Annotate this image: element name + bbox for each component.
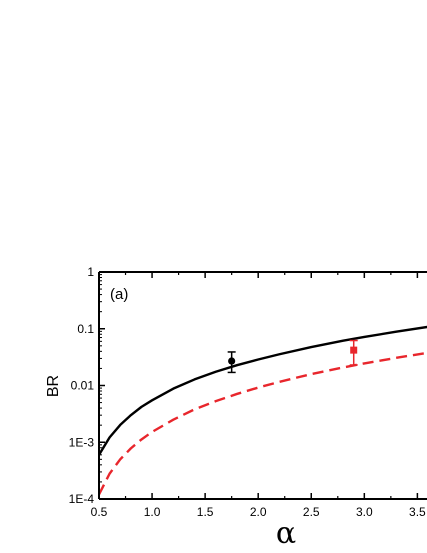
x-axis-label: α — [276, 516, 296, 551]
series-solid-line — [99, 325, 427, 456]
data-point-square — [350, 346, 358, 354]
series-dashed-line — [99, 351, 427, 496]
x-tick-label: 2.0 — [250, 505, 267, 519]
y-tick-label: 1E-3 — [69, 435, 95, 449]
axis-ticks-layer: 0.5 1.0 1.5 2.0 2.5 3.0 3.5 1E-4 1E-3 0.01 0.1 1 — [69, 265, 426, 519]
y-tick-label: 1E-4 — [69, 492, 95, 506]
x-tick-label: 1.5 — [197, 505, 214, 519]
x-tick-label: 0.5 — [91, 505, 108, 519]
panel-label: (a) — [110, 286, 128, 303]
curves-layer — [99, 325, 427, 496]
x-tick-label: 2.5 — [303, 505, 320, 519]
y-tick-label: 0.01 — [71, 379, 95, 393]
y-tick-label: 0.1 — [77, 322, 94, 336]
x-tick-label: 3.5 — [409, 505, 426, 519]
data-points-layer — [227, 339, 358, 374]
y-axis-label: BR — [45, 375, 62, 397]
data-point-circle — [228, 357, 236, 365]
y-tick-label: 1 — [87, 265, 94, 279]
x-tick-label: 3.0 — [356, 505, 373, 519]
x-tick-label: 1.0 — [144, 505, 161, 519]
